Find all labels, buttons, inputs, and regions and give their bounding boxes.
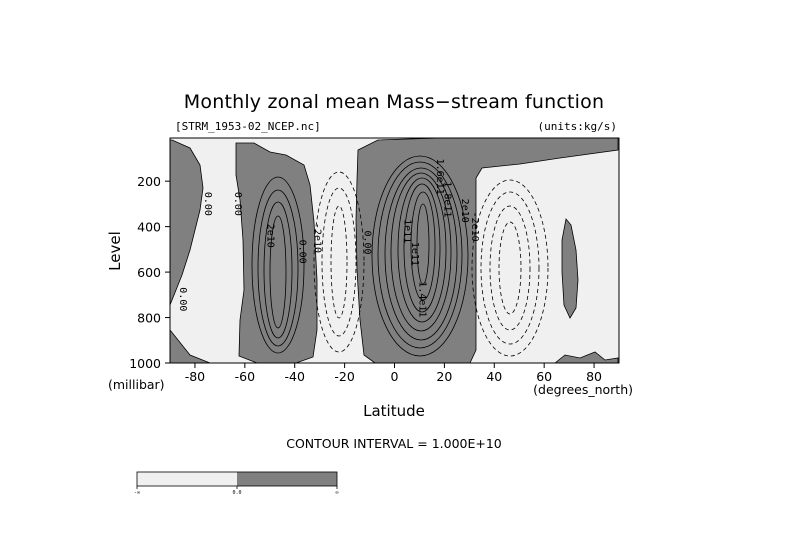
- contour-line: [410, 191, 436, 301]
- x-tick-label: 80: [586, 369, 602, 384]
- contour-lines: [251, 155, 549, 357]
- contour-label: 0.00: [362, 230, 373, 254]
- colorbar-label: -∞: [134, 490, 140, 496]
- contour-label: 0.00: [297, 240, 308, 264]
- positive-region-southern-hadley: [235, 142, 318, 363]
- contour-line-dashed: [471, 179, 549, 357]
- positive-region-northern-subpolar: [561, 218, 579, 319]
- x-tick-label: 20: [436, 369, 452, 384]
- contour-label: 1e11: [409, 242, 420, 266]
- positive-region-bottom-left: [170, 329, 211, 363]
- contour-line-dashed: [330, 205, 348, 319]
- y-unit-label: (millibar): [108, 377, 165, 392]
- y-tick-label: 800: [137, 311, 161, 326]
- contour-line-dashed: [480, 191, 540, 345]
- y-axis-ticks: 200 400 600 800 1000: [129, 174, 170, 371]
- colorbar-swatch-positive: [237, 472, 337, 486]
- contour-line-dashed: [321, 187, 357, 337]
- contour-label: 1.6e11: [434, 159, 445, 195]
- title-group: Monthly zonal mean Mass−stream function …: [175, 91, 617, 133]
- axis-labels: (millibar) Level (degrees_north) Latitud…: [106, 231, 633, 451]
- file-label: [STRM_1953-02_NCEP.nc]: [175, 120, 321, 133]
- y-tick-label: 400: [137, 220, 161, 235]
- chart-title: Monthly zonal mean Mass−stream function: [184, 91, 604, 113]
- positive-region-northern-hadley: [355, 138, 619, 363]
- contour-label: 1e11: [401, 219, 412, 243]
- colorbar-swatch-negative: [137, 472, 237, 486]
- contour-label: -2e10: [312, 223, 323, 253]
- contour-line-dashed: [313, 171, 365, 353]
- colorbar: -∞ 0.0 ∞: [134, 471, 339, 496]
- contour-line: [403, 183, 441, 313]
- contour-line: [371, 155, 469, 357]
- contour-label: 2e10: [264, 224, 275, 248]
- contour-line: [269, 215, 287, 329]
- contour-line-dashed: [489, 205, 531, 331]
- contour-line-dashed: [498, 221, 522, 315]
- colorbar-labels: -∞ 0.0 ∞: [134, 486, 339, 496]
- contour-label: 2e10: [459, 199, 470, 223]
- x-tick-label: 60: [536, 369, 552, 384]
- positive-region-southern-polar: [170, 139, 204, 306]
- x-tick-label: 0: [391, 369, 399, 384]
- x-tick-label: -80: [185, 369, 205, 384]
- colorbar-label: ∞: [335, 490, 338, 496]
- contour-label: 1.4e11: [416, 281, 427, 317]
- positive-region-bottom-right: [554, 351, 619, 363]
- contour-line: [416, 203, 430, 285]
- x-tick-label: -40: [285, 369, 305, 384]
- contour-field: [170, 138, 619, 363]
- y-tick-label: 1000: [129, 356, 161, 371]
- x-axis-label: Latitude: [363, 402, 425, 420]
- y-tick-label: 200: [137, 174, 161, 189]
- contour-line: [390, 172, 452, 332]
- contour-label: 1.8e11: [441, 181, 452, 217]
- contour-label: 0.00: [177, 287, 188, 311]
- x-tick-label: -20: [334, 369, 354, 384]
- contour-line: [257, 189, 299, 347]
- contour-interval-note: CONTOUR INTERVAL = 1.000E+10: [286, 436, 502, 451]
- contour-line: [384, 167, 458, 341]
- units-label: (units:kg/s): [538, 120, 617, 133]
- colorbar-label: 0.0: [232, 490, 241, 496]
- contour-line: [377, 161, 463, 349]
- contour-line: [263, 201, 293, 339]
- x-tick-label: -60: [235, 369, 255, 384]
- x-unit-label: (degrees_north): [533, 382, 633, 397]
- contour-line: [251, 176, 305, 354]
- contour-line: [397, 177, 447, 323]
- y-tick-label: 600: [137, 265, 161, 280]
- contour-label: 0.00: [232, 192, 243, 216]
- x-axis-ticks: -80 -60 -40 -20 0 20 40 60 80: [185, 363, 602, 384]
- contour-label: 0.00: [202, 192, 213, 216]
- x-tick-label: 40: [486, 369, 502, 384]
- contour-label: -2e10: [469, 212, 480, 242]
- y-axis-label: Level: [106, 231, 124, 271]
